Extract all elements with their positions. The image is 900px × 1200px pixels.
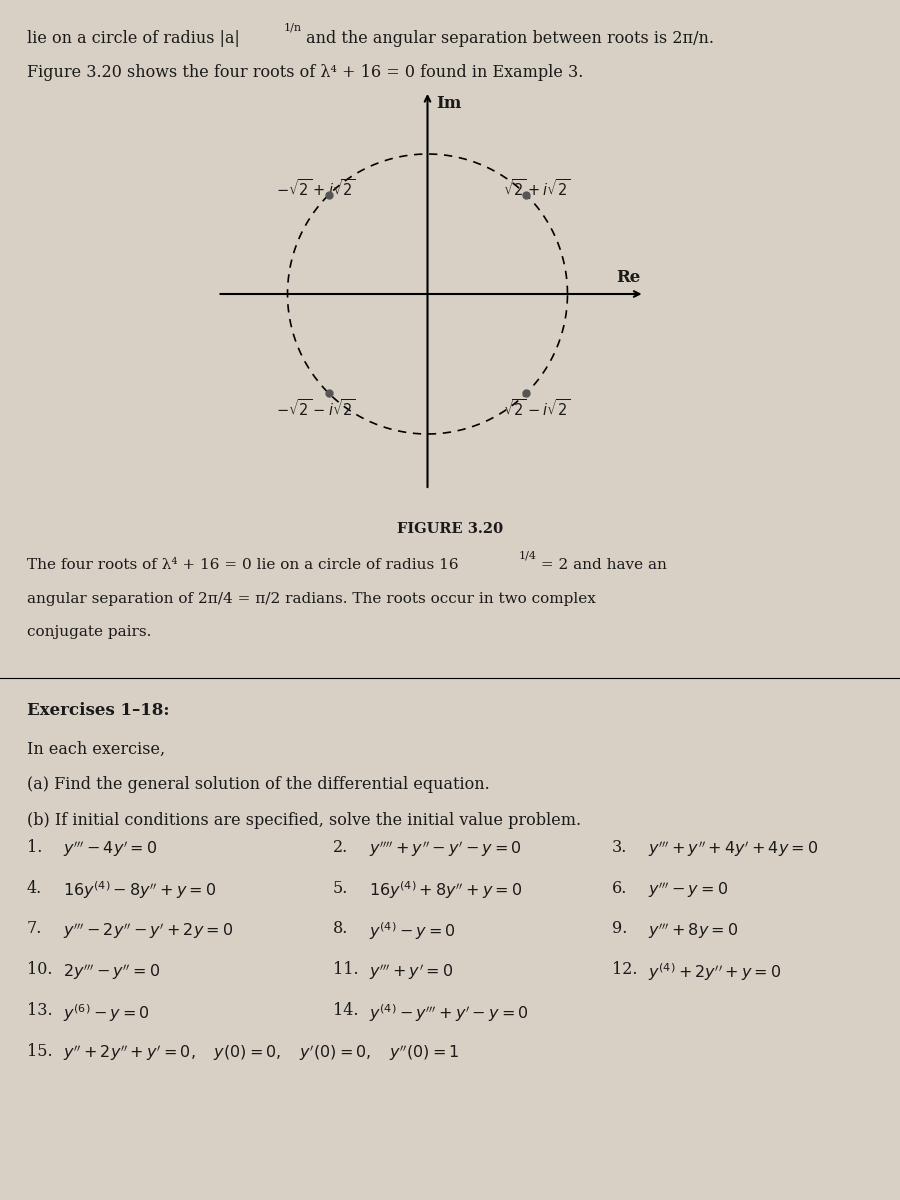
Text: (a) Find the general solution of the differential equation.: (a) Find the general solution of the dif…: [27, 776, 490, 793]
Text: 14.: 14.: [333, 1002, 358, 1019]
Text: Exercises 1–18:: Exercises 1–18:: [27, 702, 169, 719]
Text: $y^{(4)} - y''' + y' - y = 0$: $y^{(4)} - y''' + y' - y = 0$: [369, 1002, 528, 1024]
Text: $y''' + 8y = 0$: $y''' + 8y = 0$: [648, 920, 738, 941]
Text: Im: Im: [436, 95, 462, 112]
Text: In each exercise,: In each exercise,: [27, 740, 165, 757]
Text: $-\sqrt{2}-i\sqrt{2}$: $-\sqrt{2}-i\sqrt{2}$: [276, 398, 356, 419]
Text: 2.: 2.: [333, 839, 348, 856]
Text: and the angular separation between roots is 2π/n.: and the angular separation between roots…: [302, 30, 715, 47]
Text: 10.: 10.: [27, 961, 52, 978]
Text: $y^{(6)} - y = 0$: $y^{(6)} - y = 0$: [63, 1002, 149, 1024]
Text: 8.: 8.: [333, 920, 348, 937]
Text: 4.: 4.: [27, 880, 42, 896]
Text: $\sqrt{2}-i\sqrt{2}$: $\sqrt{2}-i\sqrt{2}$: [503, 398, 571, 419]
Text: angular separation of 2π/4 = π/2 radians. The roots occur in two complex: angular separation of 2π/4 = π/2 radians…: [27, 592, 596, 606]
Text: Re: Re: [616, 269, 641, 286]
Text: lie on a circle of radius |a|: lie on a circle of radius |a|: [27, 30, 240, 47]
Text: 11.: 11.: [333, 961, 358, 978]
Text: 5.: 5.: [333, 880, 348, 896]
Text: $y^{(4)} + 2y'' + y = 0$: $y^{(4)} + 2y'' + y = 0$: [648, 961, 781, 983]
Text: 12.: 12.: [612, 961, 637, 978]
Text: $y''' - 2y'' - y' + 2y = 0$: $y''' - 2y'' - y' + 2y = 0$: [63, 920, 233, 941]
Text: $2y''' - y'' = 0$: $2y''' - y'' = 0$: [63, 961, 160, 982]
Text: 6.: 6.: [612, 880, 627, 896]
Text: $\sqrt{2}+i\sqrt{2}$: $\sqrt{2}+i\sqrt{2}$: [503, 178, 571, 198]
Text: The four roots of λ⁴ + 16 = 0 lie on a circle of radius 16: The four roots of λ⁴ + 16 = 0 lie on a c…: [27, 558, 459, 572]
Text: 1/4: 1/4: [518, 551, 536, 560]
Text: $y'' + 2y'' + y' = 0, \quad y(0) = 0, \quad y'(0) = 0, \quad y''(0) = 1$: $y'' + 2y'' + y' = 0, \quad y(0) = 0, \q…: [63, 1043, 459, 1063]
Text: $16y^{(4)} + 8y'' + y = 0$: $16y^{(4)} + 8y'' + y = 0$: [369, 880, 522, 901]
Text: $y''' + y' = 0$: $y''' + y' = 0$: [369, 961, 454, 982]
Text: 7.: 7.: [27, 920, 42, 937]
Text: $y''' - 4y' = 0$: $y''' - 4y' = 0$: [63, 839, 158, 859]
Text: $y''' - y = 0$: $y''' - y = 0$: [648, 880, 728, 900]
Text: $y''' + y'' + 4y' + 4y = 0$: $y''' + y'' + 4y' + 4y = 0$: [648, 839, 818, 859]
Text: $y'''' + y'' - y' - y = 0$: $y'''' + y'' - y' - y = 0$: [369, 839, 522, 859]
Text: FIGURE 3.20: FIGURE 3.20: [397, 522, 503, 536]
Text: $16y^{(4)} - 8y'' + y = 0$: $16y^{(4)} - 8y'' + y = 0$: [63, 880, 216, 901]
Text: = 2 and have an: = 2 and have an: [536, 558, 666, 572]
Text: 1/n: 1/n: [284, 23, 302, 32]
Text: 3.: 3.: [612, 839, 627, 856]
Text: 15.: 15.: [27, 1043, 52, 1060]
Text: $y^{(4)} - y = 0$: $y^{(4)} - y = 0$: [369, 920, 455, 942]
Text: Figure 3.20 shows the four roots of λ⁴ + 16 = 0 found in Example 3.: Figure 3.20 shows the four roots of λ⁴ +…: [27, 64, 583, 80]
Text: conjugate pairs.: conjugate pairs.: [27, 625, 151, 640]
Text: 1.: 1.: [27, 839, 42, 856]
Text: 13.: 13.: [27, 1002, 52, 1019]
Text: $-\sqrt{2}+i\sqrt{2}$: $-\sqrt{2}+i\sqrt{2}$: [276, 178, 356, 198]
Text: (b) If initial conditions are specified, solve the initial value problem.: (b) If initial conditions are specified,…: [27, 812, 581, 829]
Text: 9.: 9.: [612, 920, 627, 937]
